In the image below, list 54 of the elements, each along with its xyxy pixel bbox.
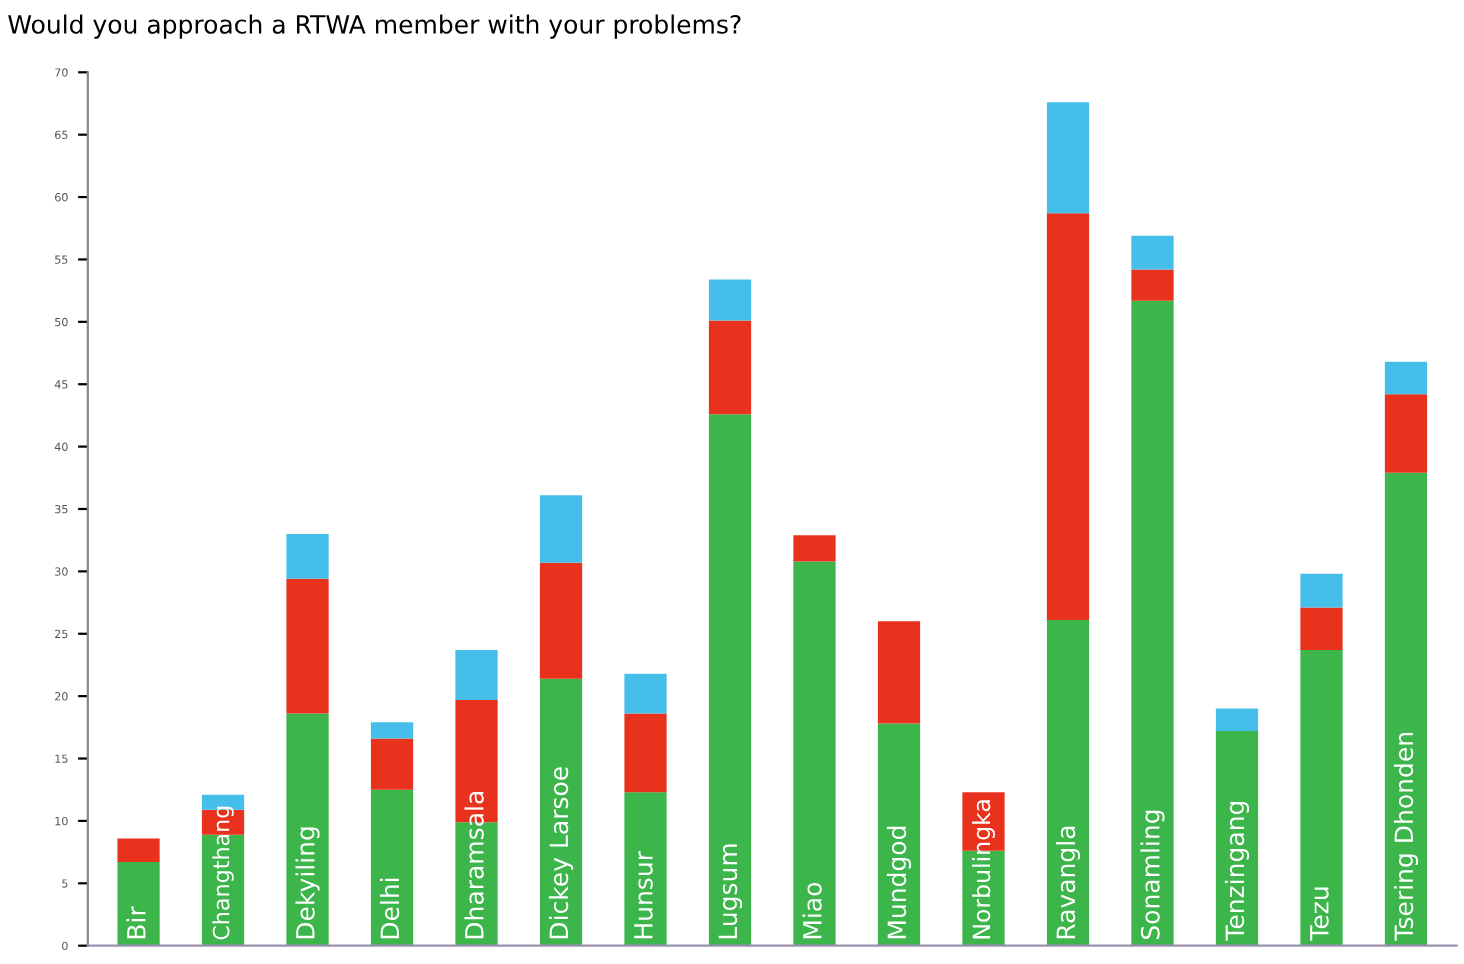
bar [793, 535, 836, 562]
bar [708, 414, 752, 946]
bar [1131, 269, 1174, 301]
bar [877, 621, 921, 724]
bar [539, 678, 583, 946]
x-tick-label: Miao [802, 882, 822, 939]
bar [1384, 361, 1428, 395]
bar [1215, 731, 1259, 946]
bar [370, 722, 414, 739]
x-tick-label: Ravangla [1055, 826, 1081, 939]
bar [117, 838, 160, 863]
x-tick-label: Hunsur [634, 851, 653, 939]
bar [286, 533, 329, 579]
bar [1300, 573, 1343, 608]
bar [624, 792, 667, 946]
bar [286, 578, 329, 714]
x-tick-label: Tezu [1310, 887, 1329, 941]
bar [708, 320, 752, 415]
bar [1300, 649, 1343, 946]
bar [708, 279, 752, 321]
x-tick-label: Dekyiling [295, 827, 320, 939]
x-tick-label: Lugsum [718, 844, 743, 939]
x-tick-label: Sonamling [1140, 810, 1165, 940]
bar [1384, 472, 1428, 946]
chart-title: Would you approach a RTWA member with your problems? [8, 14, 741, 39]
bar [1046, 620, 1090, 946]
bar [1046, 213, 1090, 621]
bar [539, 562, 583, 679]
x-tick-label: Changthang [212, 806, 234, 940]
bar [539, 495, 583, 563]
bar [1300, 607, 1343, 650]
x-tick-label: Mundgod [886, 826, 912, 939]
bar [877, 723, 921, 946]
bar [624, 713, 667, 793]
bar [117, 862, 160, 946]
bar [1384, 394, 1428, 473]
bar [1215, 708, 1259, 732]
x-tick-label: Tsering Dhonden [1393, 733, 1419, 941]
bar [370, 789, 414, 946]
x-tick-label: Bir [126, 906, 146, 939]
bar [455, 649, 498, 700]
bar [286, 713, 329, 946]
bar [201, 794, 245, 810]
x-tick-label: Norbulingka [972, 800, 995, 939]
bar [1131, 300, 1174, 946]
x-tick-label: Delhi [379, 878, 400, 939]
x-tick-label: Dickey Larsoe [548, 767, 574, 939]
bar [624, 673, 667, 714]
bar [1046, 102, 1090, 214]
bar [793, 561, 836, 946]
x-tick-label: Tenzingang [1224, 801, 1250, 941]
x-tick-label: Dharamsala [464, 791, 484, 939]
bar [1131, 235, 1174, 270]
bar [370, 738, 414, 790]
